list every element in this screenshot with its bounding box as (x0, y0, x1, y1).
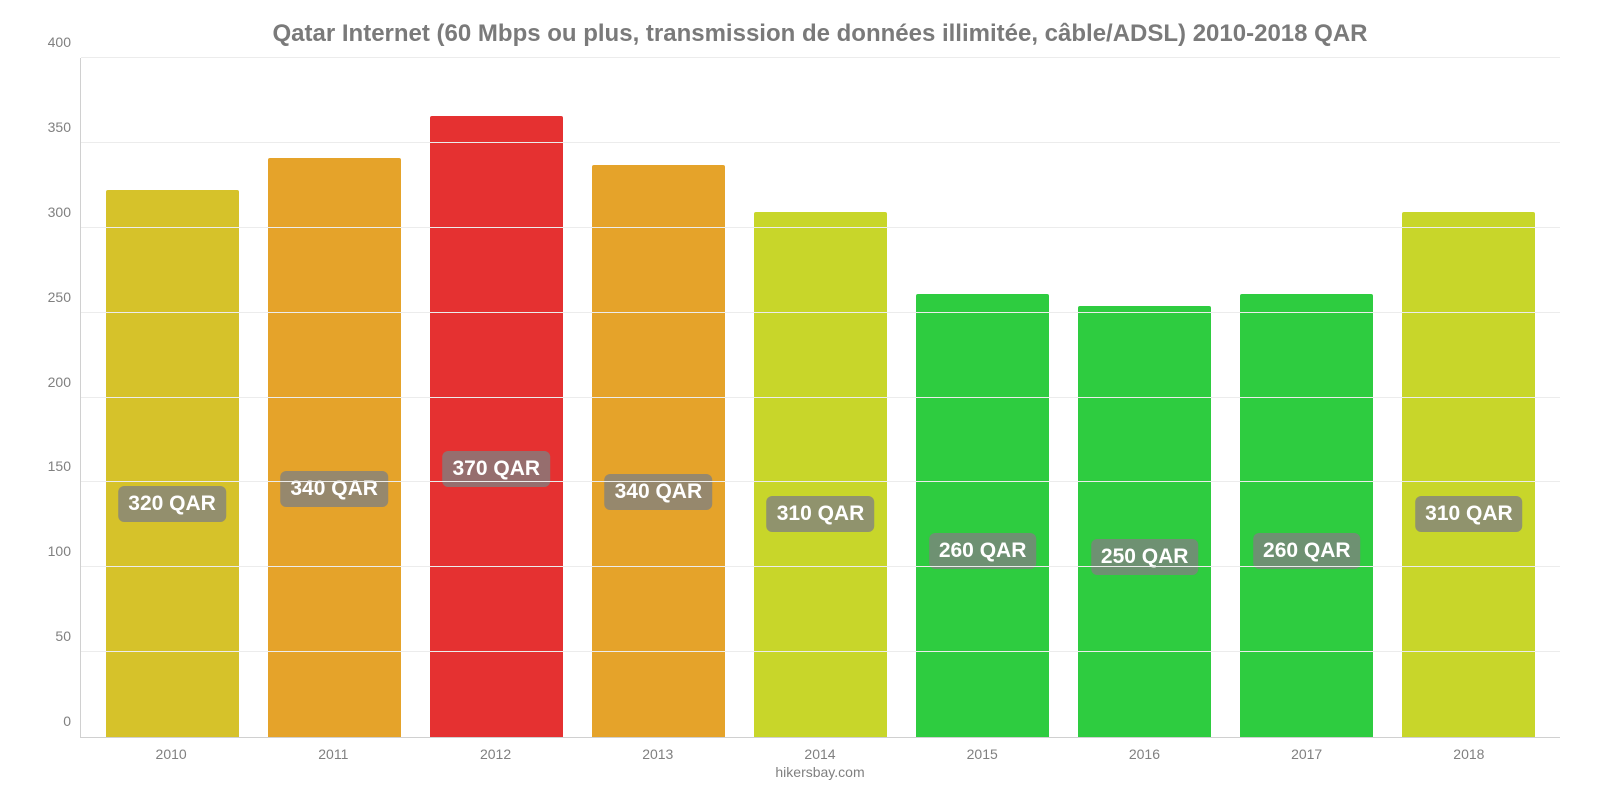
grid-line (81, 142, 1560, 143)
bar: 260 QAR (916, 294, 1049, 737)
x-tick-label: 2016 (1063, 746, 1225, 762)
chart-container: Qatar Internet (60 Mbps ou plus, transmi… (0, 0, 1600, 800)
grid-line (81, 57, 1560, 58)
bar-slot: 310 QAR (1388, 58, 1550, 737)
bar-value-label: 340 QAR (280, 471, 388, 507)
grid-line (81, 312, 1560, 313)
y-tick-label: 300 (31, 204, 71, 220)
y-tick-label: 350 (31, 119, 71, 135)
grid-line (81, 227, 1560, 228)
bar-slot: 340 QAR (253, 58, 415, 737)
x-tick-label: 2010 (90, 746, 252, 762)
x-tick-label: 2018 (1388, 746, 1550, 762)
grid-line (81, 651, 1560, 652)
grid-line (81, 481, 1560, 482)
bar: 310 QAR (1402, 212, 1535, 737)
bar-slot: 250 QAR (1064, 58, 1226, 737)
x-axis-labels: 201020112012201320142015201620172018 (80, 738, 1560, 762)
bar-slot: 260 QAR (1226, 58, 1388, 737)
bar: 260 QAR (1240, 294, 1373, 737)
y-tick-label: 0 (31, 713, 71, 729)
bars-group: 320 QAR 340 QAR 370 QAR 340 QAR 310 QAR 260 Q… (81, 58, 1560, 737)
y-tick-label: 100 (31, 543, 71, 559)
chart-title: Qatar Internet (60 Mbps ou plus, transmi… (80, 20, 1560, 48)
x-tick-label: 2015 (901, 746, 1063, 762)
bar-slot: 310 QAR (739, 58, 901, 737)
bar-slot: 260 QAR (902, 58, 1064, 737)
bar-value-label: 250 QAR (1091, 539, 1199, 575)
bar: 370 QAR (430, 116, 563, 737)
y-tick-label: 150 (31, 458, 71, 474)
x-tick-label: 2013 (577, 746, 739, 762)
grid-line (81, 566, 1560, 567)
y-tick-label: 400 (31, 34, 71, 50)
x-tick-label: 2014 (739, 746, 901, 762)
grid-line (81, 397, 1560, 398)
bar-value-label: 260 QAR (929, 533, 1037, 569)
plot-area: 320 QAR 340 QAR 370 QAR 340 QAR 310 QAR 260 Q… (80, 58, 1560, 738)
y-tick-label: 200 (31, 374, 71, 390)
bar-value-label: 340 QAR (605, 474, 713, 510)
x-tick-label: 2012 (414, 746, 576, 762)
y-tick-label: 50 (31, 628, 71, 644)
bar-slot: 370 QAR (415, 58, 577, 737)
bar: 320 QAR (106, 190, 239, 737)
bar-value-label: 310 QAR (767, 496, 875, 532)
x-tick-label: 2011 (252, 746, 414, 762)
bar-value-label: 260 QAR (1253, 533, 1361, 569)
bar-value-label: 310 QAR (1415, 496, 1523, 532)
bar-slot: 340 QAR (577, 58, 739, 737)
y-tick-label: 250 (31, 289, 71, 305)
bar-slot: 320 QAR (91, 58, 253, 737)
x-tick-label: 2017 (1226, 746, 1388, 762)
bar: 310 QAR (754, 212, 887, 737)
bar-value-label: 320 QAR (118, 486, 226, 522)
bar: 250 QAR (1078, 306, 1211, 737)
source-label: hikersbay.com (80, 764, 1560, 780)
